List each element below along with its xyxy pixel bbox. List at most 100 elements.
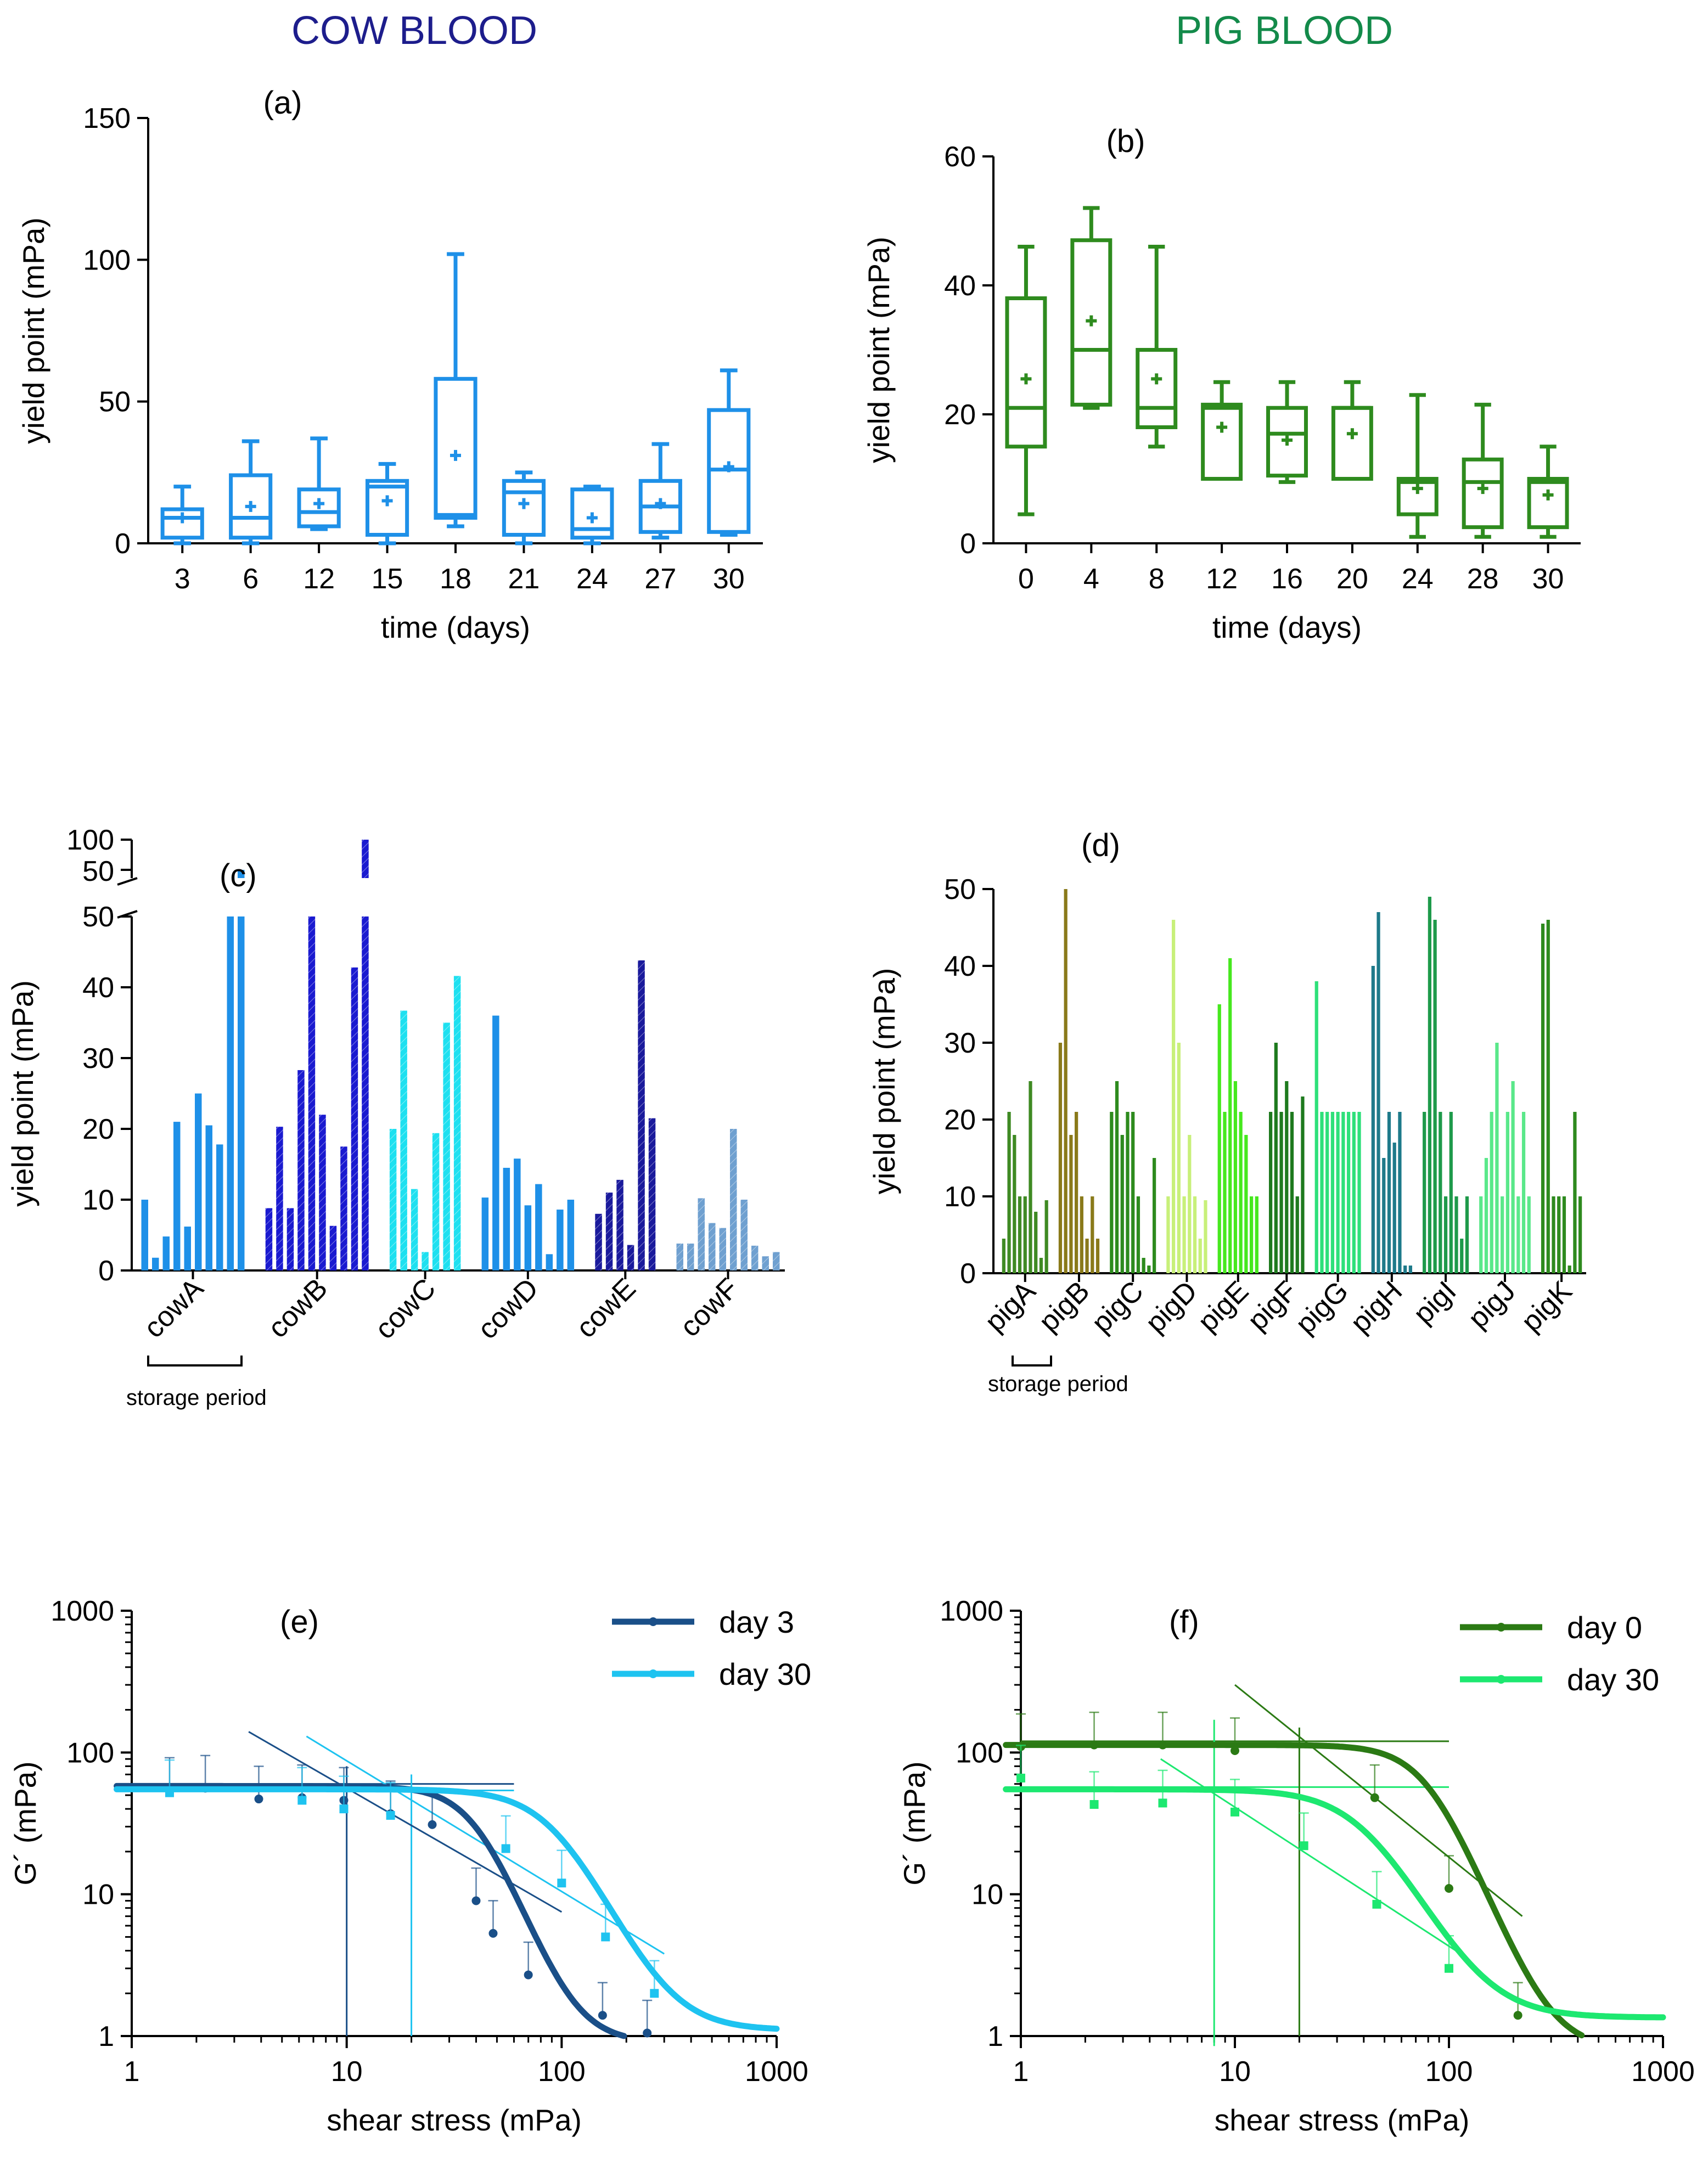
- y-tick-label: 1: [987, 2021, 1003, 2052]
- bar: [1136, 1196, 1140, 1273]
- group-cowE: [595, 960, 656, 1270]
- y-tick-label: 40: [944, 270, 976, 302]
- bar: [1428, 897, 1432, 1273]
- y-tick-label: 10: [971, 1879, 1003, 1911]
- bar: [535, 1184, 542, 1270]
- bar: [1249, 1196, 1254, 1273]
- x-tick-label: 8: [1149, 563, 1165, 595]
- x-tick-label: pigB: [1033, 1275, 1096, 1338]
- data-point: [1089, 1740, 1099, 1750]
- bar: [1131, 1112, 1135, 1273]
- bar: [1527, 1196, 1531, 1273]
- x-axis-label: shear stress (mPa): [1215, 2103, 1470, 2137]
- x-tick-label: 12: [303, 563, 335, 595]
- bar: [1511, 1081, 1515, 1273]
- x-tick-label: 0: [1018, 563, 1034, 595]
- bar: [1034, 1212, 1038, 1273]
- legend-marker: [649, 1617, 658, 1626]
- data-point: [1231, 1746, 1239, 1756]
- x-tick-label: 20: [1336, 563, 1368, 595]
- bar: [340, 1146, 347, 1270]
- y-axis-label: G´ (mPa): [897, 1761, 931, 1885]
- bar: [329, 1225, 337, 1270]
- x-tick-label: 4: [1083, 563, 1099, 595]
- bar: [1091, 1196, 1094, 1273]
- y-axis-label: G´ (mPa): [8, 1761, 42, 1885]
- bar: [1007, 1112, 1011, 1273]
- box-24: [570, 485, 614, 546]
- storage-period-bracket: [1012, 1356, 1052, 1367]
- mean-marker: [723, 461, 734, 473]
- bar: [238, 916, 245, 1270]
- bar: [1085, 1239, 1089, 1273]
- data-point: [254, 1795, 263, 1804]
- bar: [676, 1243, 683, 1270]
- y-tick-label: 0: [115, 528, 131, 560]
- bar: [1217, 1004, 1221, 1273]
- bar: [1484, 1158, 1488, 1273]
- group-pigB: [1058, 889, 1100, 1273]
- box-20: [1331, 380, 1373, 481]
- bar: [719, 1228, 726, 1270]
- x-tick-label: 30: [1532, 563, 1564, 595]
- cow-blood-header: COW BLOOD: [291, 9, 537, 53]
- bar: [1578, 1196, 1582, 1273]
- group-pigF: [1268, 1043, 1305, 1273]
- group-cowC: [389, 976, 461, 1270]
- bar: [1075, 1112, 1078, 1273]
- data-point: [1513, 2011, 1522, 2020]
- axis-break-mark: [117, 877, 138, 886]
- bar: [1255, 1196, 1258, 1273]
- y-axis-label: yield point (mPa): [5, 980, 40, 1207]
- y-tick-label: 10: [82, 1879, 114, 1911]
- bar: [432, 1133, 440, 1270]
- storage-period-label: storage period: [126, 1386, 267, 1410]
- bar: [1069, 1135, 1073, 1273]
- axis-break-mark: [117, 910, 138, 919]
- legend-marker: [1497, 1623, 1505, 1632]
- x-tick-label: cowE: [570, 1272, 642, 1344]
- mean-marker: [245, 501, 256, 512]
- bar: [1479, 1196, 1483, 1273]
- data-point: [1089, 1800, 1099, 1809]
- mean-marker: [655, 498, 666, 509]
- x-tick-label: pigK: [1515, 1275, 1578, 1338]
- bar: [1110, 1112, 1114, 1273]
- x-tick-label: pigI: [1407, 1275, 1462, 1330]
- group-cowD: [481, 1015, 575, 1270]
- bar: [492, 1015, 499, 1270]
- x-tick-label: cowF: [674, 1272, 745, 1343]
- x-axis-label: shear stress (mPa): [327, 2103, 582, 2137]
- bar: [1126, 1112, 1130, 1273]
- bar: [205, 1125, 212, 1270]
- bar: [762, 1256, 769, 1270]
- bar: [152, 1257, 159, 1270]
- x-tick-label: 18: [440, 563, 471, 595]
- y-tick-label: 50: [82, 901, 114, 933]
- y-axis-label: yield point (mPa): [16, 217, 50, 444]
- legend-label: day 30: [719, 1657, 811, 1691]
- bar: [1314, 981, 1318, 1273]
- data-point: [601, 1932, 610, 1942]
- bar: [1557, 1196, 1561, 1273]
- bar: [709, 1223, 716, 1270]
- bar: [751, 1245, 759, 1270]
- bar: [1403, 1266, 1407, 1273]
- bar: [1244, 1135, 1248, 1273]
- x-tick-label: cowB: [262, 1272, 334, 1344]
- x-tick-label: 6: [243, 563, 259, 595]
- bar: [184, 1227, 191, 1270]
- box-16: [1266, 380, 1308, 484]
- pig-blood-header: PIG BLOOD: [1176, 9, 1393, 53]
- bar: [1223, 1112, 1227, 1273]
- x-tick-label: 27: [644, 563, 676, 595]
- bar: [1188, 1135, 1192, 1273]
- bar: [1147, 1266, 1151, 1273]
- bar: [648, 1118, 656, 1270]
- bar: [1423, 1112, 1426, 1273]
- bar: [1301, 1096, 1305, 1273]
- y-tick-label: 10: [82, 1184, 114, 1216]
- bar: [1193, 1196, 1197, 1273]
- x-tick-label: cowC: [369, 1272, 442, 1345]
- bar: [1346, 1112, 1351, 1273]
